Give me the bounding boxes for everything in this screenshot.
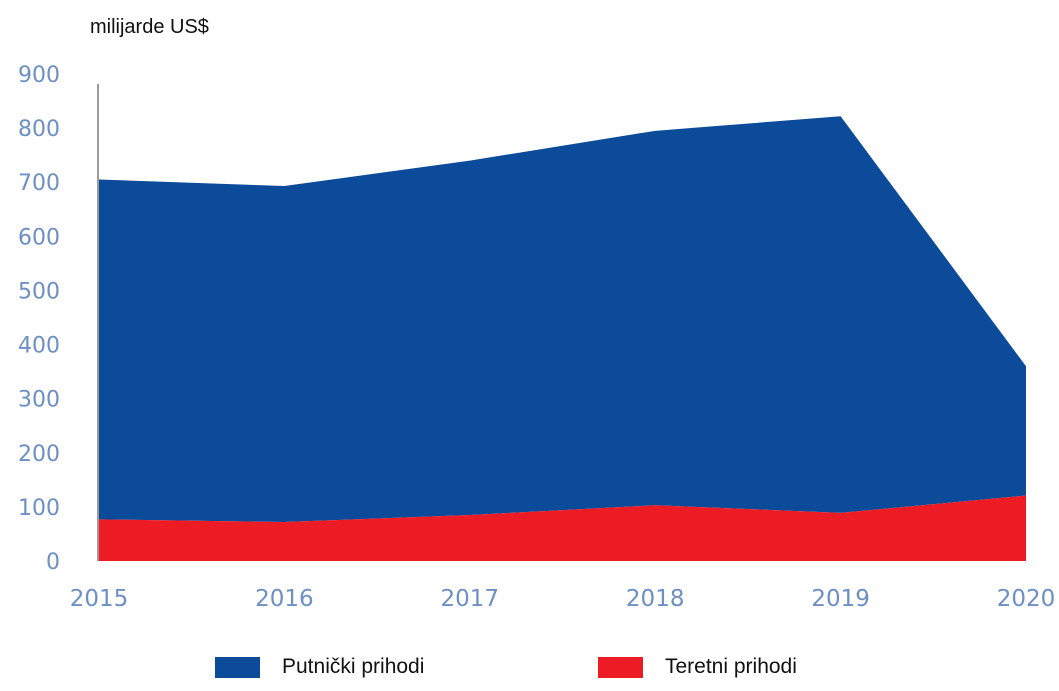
y-tick-label: 600: [18, 225, 60, 250]
area-chart: 0 100 200 300 400 500 600 700 800 900 2015 2016 2017…: [18, 63, 1056, 612]
x-tick-label: 2019: [811, 586, 870, 612]
y-tick-label: 900: [18, 63, 60, 88]
x-tick-label: 2020: [997, 586, 1056, 612]
x-tick-label: 2018: [626, 586, 685, 612]
legend: Putnički prihodi Teretni prihodi: [0, 655, 1059, 691]
y-tick-label: 0: [46, 550, 60, 575]
x-tick-label: 2016: [255, 586, 314, 612]
legend-swatch-putnicki: [215, 656, 260, 678]
legend-swatch-teretni: [598, 656, 643, 678]
legend-label-putnicki: Putnički prihodi: [282, 655, 425, 678]
y-tick-label: 200: [18, 442, 60, 467]
y-tick-label: 700: [18, 171, 60, 196]
y-tick-label: 300: [18, 388, 60, 413]
y-tick-label: 800: [18, 117, 60, 142]
series-area-putnicki: [99, 116, 1026, 523]
y-unit-label: milijarde US$: [90, 16, 209, 38]
series-area-teretni: [99, 495, 1026, 561]
legend-item-putnicki: Putnički prihodi: [215, 655, 424, 679]
legend-item-teretni: Teretni prihodi: [598, 655, 797, 679]
legend-label-teretni: Teretni prihodi: [665, 655, 797, 678]
y-tick-label: 500: [18, 279, 60, 304]
y-tick-label: 400: [18, 334, 60, 359]
y-tick-label: 100: [18, 496, 60, 521]
x-tick-label: 2017: [441, 586, 500, 612]
x-tick-label: 2015: [70, 586, 129, 612]
